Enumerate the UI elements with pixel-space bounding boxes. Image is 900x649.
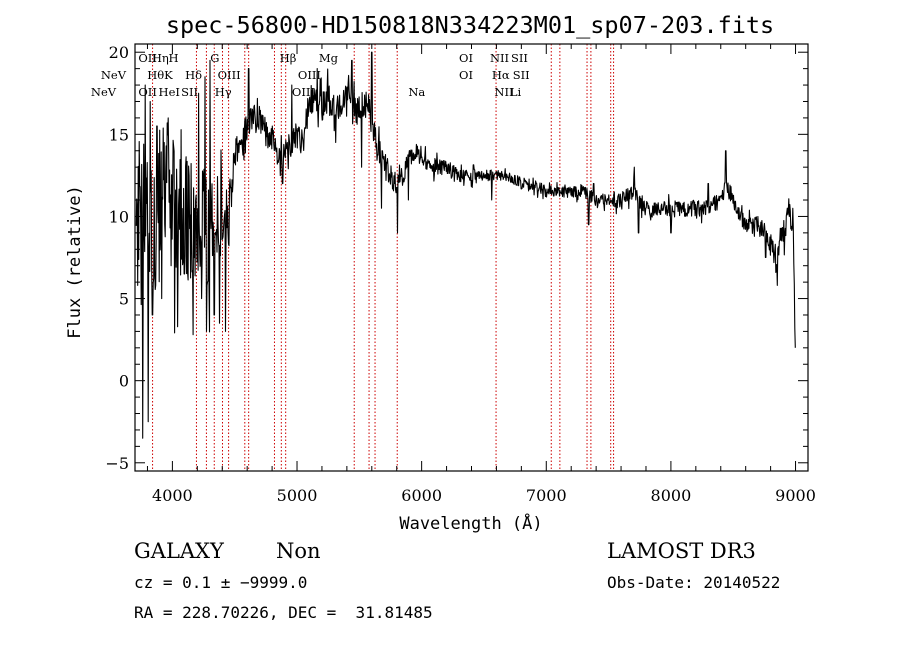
line-label: OIII: [218, 68, 241, 82]
line-label: Hη: [152, 51, 169, 65]
line-label: OII: [138, 85, 157, 99]
line-label: Hγ: [215, 85, 232, 99]
line-label: Hβ: [280, 51, 297, 65]
x-tick-label: 7000: [526, 486, 567, 505]
survey-name: LAMOST DR3: [607, 539, 756, 563]
line-label: Hδ: [185, 68, 202, 82]
line-label: NeV: [101, 68, 127, 82]
x-tick-label: 8000: [651, 486, 692, 505]
y-tick-label: 15: [109, 125, 129, 144]
line-label: K: [164, 68, 173, 82]
chart-title: spec-56800-HD150818N334223M01_sp07-203.f…: [166, 11, 774, 39]
line-label: Na: [408, 85, 425, 99]
spectrum-series: [135, 51, 796, 439]
y-tick-label: 5: [119, 290, 129, 309]
redshift-cz: cz = 0.1 ± −9999.0: [134, 573, 308, 592]
spectrum-line: [135, 51, 796, 439]
y-tick-label: 0: [119, 372, 129, 391]
x-axis-label: Wavelength (Å): [399, 512, 542, 534]
line-label: Hα: [492, 68, 510, 82]
line-label: NeV: [91, 85, 117, 99]
line-label: OI: [459, 51, 473, 65]
coordinates: RA = 228.70226, DEC = 31.81485: [134, 603, 433, 622]
y-tick-label: 20: [109, 43, 129, 62]
y-axis-label: Flux (relative): [65, 185, 85, 339]
object-subclass: Non: [276, 539, 321, 563]
x-tick-label: 5000: [277, 486, 318, 505]
object-class: GALAXY: [134, 539, 224, 563]
line-label: Li: [510, 85, 522, 99]
observation-date: Obs-Date: 20140522: [607, 573, 781, 592]
y-axis-ticks: −5 0 5 10 15 20: [105, 43, 808, 473]
x-axis-ticks: 4000 5000 6000 7000 8000 9000: [146, 44, 816, 505]
line-label: SII: [181, 85, 198, 99]
line-label: SII: [511, 51, 528, 65]
line-label: OII: [138, 51, 157, 65]
y-tick-label: −5: [105, 454, 129, 473]
line-label: OI: [459, 68, 473, 82]
y-tick-label: 10: [109, 207, 129, 226]
line-label: Hθ: [147, 68, 164, 82]
line-label: HeI: [159, 85, 180, 99]
x-tick-label: 9000: [775, 486, 816, 505]
line-label: NII: [490, 51, 509, 65]
line-label: G: [210, 51, 219, 65]
line-label: Mg: [319, 51, 339, 65]
line-label: H: [169, 51, 179, 65]
line-label: OIII: [292, 85, 315, 99]
line-label: SII: [513, 68, 530, 82]
line-label: OIII: [298, 68, 321, 82]
x-tick-label: 4000: [152, 486, 193, 505]
line-label: NII: [494, 85, 513, 99]
x-tick-label: 6000: [401, 486, 442, 505]
